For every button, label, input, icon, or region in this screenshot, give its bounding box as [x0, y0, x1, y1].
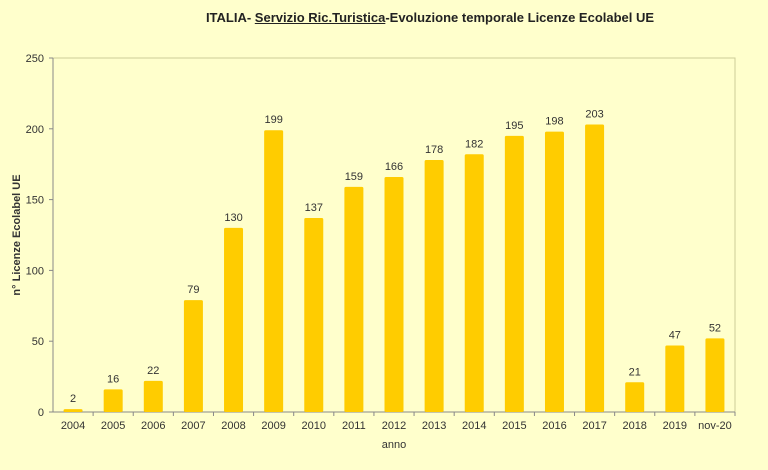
bar	[103, 389, 123, 412]
y-tick-label: 50	[32, 336, 44, 348]
data-label: 79	[187, 284, 199, 296]
bar	[143, 380, 163, 412]
bar	[183, 300, 203, 412]
bar	[224, 227, 244, 412]
x-tick-label: 2006	[141, 420, 165, 432]
data-label: 159	[345, 171, 363, 183]
x-tick-label: 2015	[502, 420, 526, 432]
y-tick-label: 250	[26, 53, 44, 65]
data-label: 178	[425, 144, 443, 156]
y-tick-label: 0	[38, 407, 44, 419]
data-label: 203	[585, 109, 603, 121]
title-prefix: ITALIA-	[205, 10, 255, 25]
bar	[304, 218, 324, 412]
y-tick-label: 150	[26, 195, 44, 207]
data-label: 52	[709, 322, 721, 334]
data-label: 137	[305, 202, 323, 214]
x-tick-label: 2016	[542, 420, 566, 432]
x-tick-label: 2008	[221, 420, 245, 432]
bar	[665, 345, 685, 412]
data-label: 166	[385, 161, 403, 173]
bar	[544, 131, 564, 412]
x-tick-label: 2005	[101, 420, 125, 432]
x-tick-label: 2012	[382, 420, 406, 432]
x-tick-label: 2013	[422, 420, 446, 432]
data-label: 130	[224, 212, 242, 224]
data-label: 198	[545, 116, 563, 128]
x-tick-label: 2019	[663, 420, 687, 432]
y-tick-label: 100	[26, 265, 44, 277]
title-suffix: -Evoluzione temporale Licenze Ecolabel U…	[385, 10, 655, 25]
data-label: 22	[147, 365, 159, 377]
bar	[344, 186, 364, 412]
x-tick-label: 2009	[261, 420, 285, 432]
y-axis-label: n° Licenze Ecolabel UE	[11, 174, 23, 295]
x-tick-label: 2004	[61, 420, 85, 432]
data-label: 47	[669, 329, 681, 341]
bar	[585, 124, 605, 412]
x-tick-label: 2011	[342, 420, 366, 432]
bar	[384, 176, 404, 412]
bar	[63, 409, 83, 412]
x-tick-label: nov-20	[698, 420, 732, 432]
data-label: 195	[505, 120, 523, 132]
data-label: 2	[70, 393, 76, 405]
bar	[504, 135, 524, 412]
data-label: 199	[264, 114, 282, 126]
bar	[464, 154, 484, 412]
x-axis-label: anno	[382, 439, 406, 451]
x-tick-label: 2007	[181, 420, 205, 432]
bar	[705, 338, 725, 412]
x-tick-label: 2014	[462, 420, 486, 432]
bar	[625, 382, 645, 412]
data-label: 182	[465, 138, 483, 150]
title-underlined: Servizio Ric.Turistica	[254, 10, 386, 25]
x-tick-label: 2018	[622, 420, 646, 432]
x-tick-label: 2010	[302, 420, 326, 432]
bar	[424, 159, 444, 412]
data-label: 21	[629, 366, 641, 378]
x-tick-label: 2017	[582, 420, 606, 432]
y-tick-label: 200	[26, 124, 44, 136]
chart-title: ITALIA- Servizio Ric.Turistica-Evoluzion…	[0, 10, 768, 25]
bar	[264, 130, 284, 412]
data-label: 16	[107, 373, 119, 385]
